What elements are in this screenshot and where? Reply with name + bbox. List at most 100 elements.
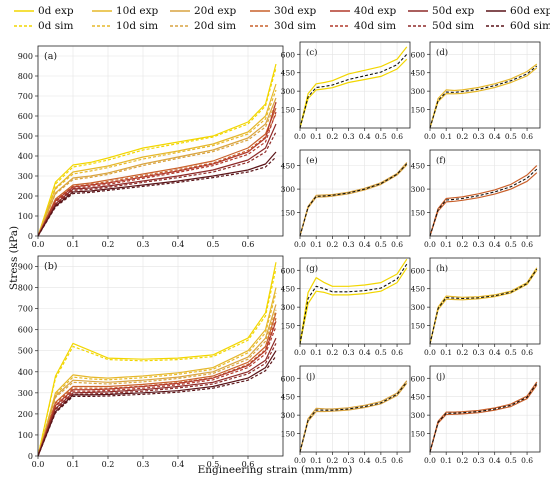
x-tick-label: 0.3 <box>473 132 485 141</box>
series-30d-sim <box>37 317 277 457</box>
x-tick-label: 0.0 <box>424 132 436 141</box>
series-20d-sim <box>299 381 408 453</box>
x-tick-label: 0.1 <box>67 460 80 469</box>
y-tick-label: 600 <box>281 374 296 383</box>
panel-label: (j) <box>306 371 315 382</box>
series-30d-exp <box>429 172 538 237</box>
series-30d-exp <box>429 381 538 453</box>
y-tick-label: 300 <box>281 411 296 420</box>
legend-item-10d-exp: 10d exp <box>92 4 158 18</box>
y-tick-label: 150 <box>281 322 296 331</box>
y-tick-label: 150 <box>411 106 426 115</box>
y-tick-label: 150 <box>281 209 296 218</box>
x-tick-label: 0.1 <box>310 240 322 249</box>
x-tick-label: 0.2 <box>102 240 115 249</box>
legend-label: 30d exp <box>274 5 317 17</box>
plot-frame <box>37 255 284 457</box>
y-tick-label: 450 <box>281 393 296 402</box>
legend-item-30d-exp: 30d exp <box>250 4 316 18</box>
legend-item-20d-exp: 20d exp <box>170 4 236 18</box>
x-tick-label: 0.5 <box>505 348 517 357</box>
y-tick-label: 300 <box>18 389 33 398</box>
series-10d-exp <box>429 267 538 345</box>
x-tick-label: 0.3 <box>343 456 355 465</box>
legend-label: 10d sim <box>116 20 159 32</box>
x-tick-label: 0.6 <box>391 132 403 141</box>
y-tick-label: 100 <box>18 431 33 440</box>
legend: 0d exp 10d exp 20d exp 30d exp 40d exp 50d ex… <box>0 0 550 36</box>
x-tick-label: 0.0 <box>424 240 436 249</box>
y-tick-label: 300 <box>411 411 426 420</box>
panel-label: (f) <box>436 155 446 166</box>
legend-item-0d-sim: 0d sim <box>14 19 73 33</box>
x-tick-label: 0.1 <box>440 456 452 465</box>
y-tick-label: 450 <box>281 285 296 294</box>
y-tick-label: 500 <box>18 132 33 141</box>
y-tick-label: 0 <box>28 452 33 461</box>
x-tick-label: 0.2 <box>326 132 338 141</box>
y-axis-label: Stress (kPa) <box>8 225 20 291</box>
x-tick-label: 0.4 <box>172 460 185 469</box>
y-tick-label: 450 <box>411 285 426 294</box>
series-20d-exp <box>37 304 277 457</box>
plot-frame <box>299 365 411 453</box>
x-tick-label: 0.5 <box>207 460 220 469</box>
y-tick-label: 700 <box>18 92 33 101</box>
x-tick-label: 0.1 <box>440 348 452 357</box>
series-30d-exp <box>37 107 277 237</box>
panel-label: (d) <box>436 47 448 58</box>
y-tick-label: 200 <box>18 410 33 419</box>
x-tick-label: 0.6 <box>391 240 403 249</box>
legend-label: 0d exp <box>38 5 74 17</box>
y-tick-label: 300 <box>18 172 33 181</box>
x-tick-label: 0.4 <box>489 240 501 249</box>
y-tick-label: 100 <box>18 212 33 221</box>
series-0d-sim <box>37 268 277 457</box>
x-tick-label: 0.4 <box>489 456 501 465</box>
y-tick-label: 600 <box>281 266 296 275</box>
series-10d-exp <box>37 287 277 457</box>
series-10d-sim <box>37 89 277 237</box>
y-tick-label: 450 <box>411 393 426 402</box>
plot-frame <box>37 45 284 237</box>
x-tick-label: 0.2 <box>326 348 338 357</box>
y-tick-label: 300 <box>411 87 426 96</box>
x-tick-label: 0.0 <box>294 456 306 465</box>
x-tick-label: 0.1 <box>310 456 322 465</box>
series-20d-sim <box>37 309 277 457</box>
y-tick-label: 300 <box>411 303 426 312</box>
panel-5: 0.0 0.1 0.2 0.3 0.4 0.5 0.6 150 300 450 (e) <box>281 149 411 249</box>
series-60d-exp <box>37 350 277 457</box>
legend-label: 40d exp <box>354 5 397 17</box>
x-tick-label: 0.3 <box>137 240 150 249</box>
plot-frame <box>299 149 411 237</box>
legend-label: 20d sim <box>194 20 237 32</box>
x-tick-label: 0.3 <box>343 240 355 249</box>
x-tick-label: 0.0 <box>294 132 306 141</box>
x-tick-label: 0.2 <box>456 240 468 249</box>
plot-frame <box>429 149 541 237</box>
panel-label: (g) <box>306 263 318 274</box>
x-tick-label: 0.6 <box>242 240 255 249</box>
y-tick-label: 400 <box>18 152 33 161</box>
legend-label: 0d sim <box>38 20 74 32</box>
series-20d-exp <box>299 380 408 453</box>
series-0d-exp <box>299 258 408 345</box>
series-0d-exp <box>37 262 277 457</box>
series-0d-sim <box>299 263 408 345</box>
y-tick-label: 600 <box>411 374 426 383</box>
legend-label: 10d exp <box>116 5 159 17</box>
panel-8: 0.0 0.1 0.2 0.3 0.4 0.5 0.6 150 300 450 600 (h) <box>411 257 541 357</box>
series-50d-exp <box>37 337 277 457</box>
y-tick-label: 150 <box>411 322 426 331</box>
x-tick-label: 0.5 <box>375 132 387 141</box>
x-tick-label: 0.2 <box>456 132 468 141</box>
legend-label: 50d sim <box>432 20 475 32</box>
x-tick-label: 0.4 <box>359 348 371 357</box>
x-tick-label: 0.0 <box>32 240 45 249</box>
x-tick-label: 0.6 <box>521 456 533 465</box>
series-0d-sim <box>37 67 277 237</box>
panel-label: (h) <box>436 263 448 274</box>
legend-item-40d-sim: 40d sim <box>330 19 396 33</box>
legend-item-40d-exp: 40d exp <box>330 4 396 18</box>
